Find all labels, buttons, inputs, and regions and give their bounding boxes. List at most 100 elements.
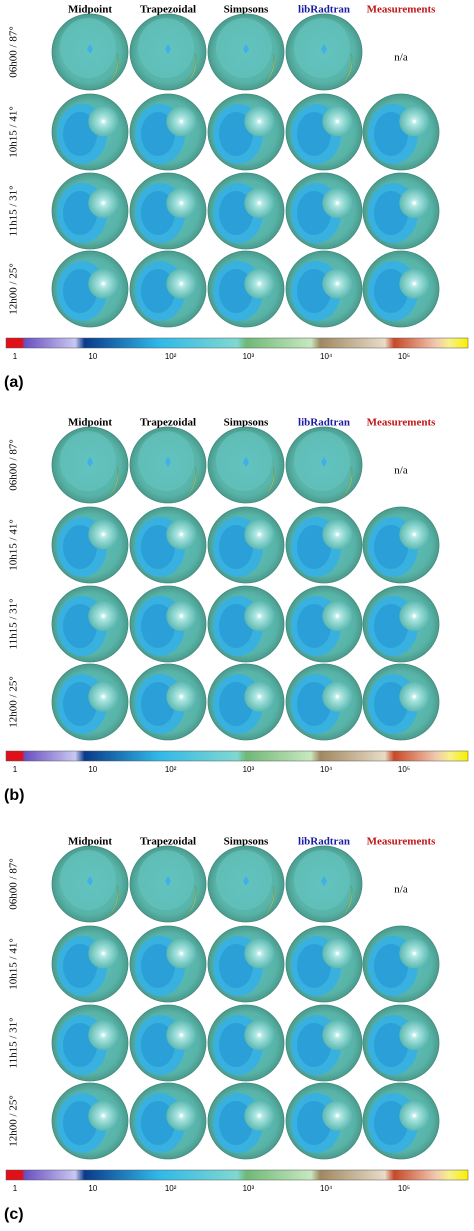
- sun: [412, 951, 416, 955]
- sun: [335, 282, 339, 286]
- row-label: 12h00 / 25°: [8, 1095, 20, 1146]
- sky-plot: [129, 426, 207, 504]
- colorbar-tick-label: 10⁵: [398, 352, 410, 361]
- bright-region: [184, 53, 197, 86]
- sky-plot: [362, 925, 440, 1003]
- sky-plot: [207, 1004, 285, 1082]
- colorbar-tick-label: 10⁴: [320, 1184, 333, 1193]
- row-label: 11h15 / 31°: [8, 598, 20, 649]
- colorbar: [5, 1169, 469, 1181]
- sky-plot: [207, 506, 285, 584]
- sun: [412, 119, 416, 123]
- sky-plot: [207, 1082, 285, 1160]
- sky-plot: [129, 250, 207, 328]
- sun: [179, 695, 183, 699]
- row-label: 12h00 / 25°: [8, 676, 20, 727]
- column-header: Midpoint: [68, 417, 112, 429]
- sky-plot: [207, 845, 285, 923]
- min-core: [297, 269, 331, 313]
- min-core: [141, 682, 175, 726]
- sky-plot: [285, 250, 363, 328]
- sky-plot: [129, 585, 207, 663]
- sun: [101, 614, 105, 618]
- min-core: [219, 269, 253, 313]
- sun: [101, 695, 105, 699]
- sky-plot: [51, 13, 129, 91]
- sun: [412, 201, 416, 205]
- column-header: Midpoint: [68, 836, 112, 848]
- sun: [335, 532, 339, 536]
- column-header: Measurements: [367, 836, 437, 848]
- sun: [335, 695, 339, 699]
- sun: [335, 1033, 339, 1037]
- min-spot: [243, 457, 249, 467]
- sky-plot: [129, 1082, 207, 1160]
- colorbar-tick-label: 10⁵: [398, 1184, 410, 1193]
- sun: [179, 1033, 183, 1037]
- sun: [257, 1114, 261, 1118]
- bright-region: [262, 885, 275, 918]
- bright-region: [106, 53, 119, 86]
- sun: [101, 201, 105, 205]
- missing-label: n/a: [394, 52, 408, 64]
- sky-plot: [285, 585, 363, 663]
- sky-plot: [207, 663, 285, 741]
- panel-label: (b): [4, 787, 24, 804]
- sun: [412, 282, 416, 286]
- sky-plot: [285, 925, 363, 1003]
- column-header: libRadtran: [298, 4, 350, 16]
- sun: [101, 532, 105, 536]
- min-core: [219, 682, 253, 726]
- sun: [335, 119, 339, 123]
- sun: [412, 614, 416, 618]
- bright-region: [340, 466, 353, 499]
- column-header: Simpsons: [224, 836, 269, 848]
- min-core: [374, 1101, 408, 1145]
- sun: [257, 201, 261, 205]
- sky-plot: [285, 663, 363, 741]
- colorbar-tick-label: 10⁴: [320, 765, 333, 774]
- sky-plot: [362, 93, 440, 171]
- sky-plot: [51, 250, 129, 328]
- sun: [179, 614, 183, 618]
- sun: [179, 532, 183, 536]
- row-label: 06h00 / 87°: [8, 858, 20, 909]
- row-label: 10h15 / 41°: [8, 519, 20, 570]
- column-header: libRadtran: [298, 417, 350, 429]
- sky-plot: [362, 585, 440, 663]
- sky-plot: [207, 13, 285, 91]
- colorbar-tick-label: 1: [13, 765, 18, 774]
- sky-plot: [207, 250, 285, 328]
- sky-plot: [129, 663, 207, 741]
- sun: [179, 201, 183, 205]
- sky-plot: [207, 426, 285, 504]
- sky-plot: [285, 426, 363, 504]
- min-core: [63, 682, 97, 726]
- sky-plot: [207, 585, 285, 663]
- row-label: 06h00 / 87°: [8, 439, 20, 490]
- sky-plot: [51, 845, 129, 923]
- colorbar-tick-label: 10³: [243, 352, 255, 361]
- colorbar-tick-label: 10²: [165, 352, 177, 361]
- sun: [335, 1114, 339, 1118]
- sky-plot: [129, 506, 207, 584]
- min-core: [219, 1101, 253, 1145]
- sky-plot: [51, 663, 129, 741]
- sun: [412, 1033, 416, 1037]
- sky-plot: [285, 845, 363, 923]
- sky-plot: [285, 93, 363, 171]
- sun: [257, 695, 261, 699]
- row-label: 12h00 / 25°: [8, 263, 20, 314]
- missing-label: n/a: [394, 465, 408, 477]
- sky-plot: [51, 172, 129, 250]
- min-core: [63, 269, 97, 313]
- sun: [335, 614, 339, 618]
- min-core: [374, 682, 408, 726]
- bright-region: [184, 885, 197, 918]
- panel: Midpoint Trapezoidal Simpsons libRadtran Mea…: [4, 4, 469, 391]
- min-core: [297, 682, 331, 726]
- bright-region: [262, 466, 275, 499]
- sun: [101, 1033, 105, 1037]
- sun: [257, 532, 261, 536]
